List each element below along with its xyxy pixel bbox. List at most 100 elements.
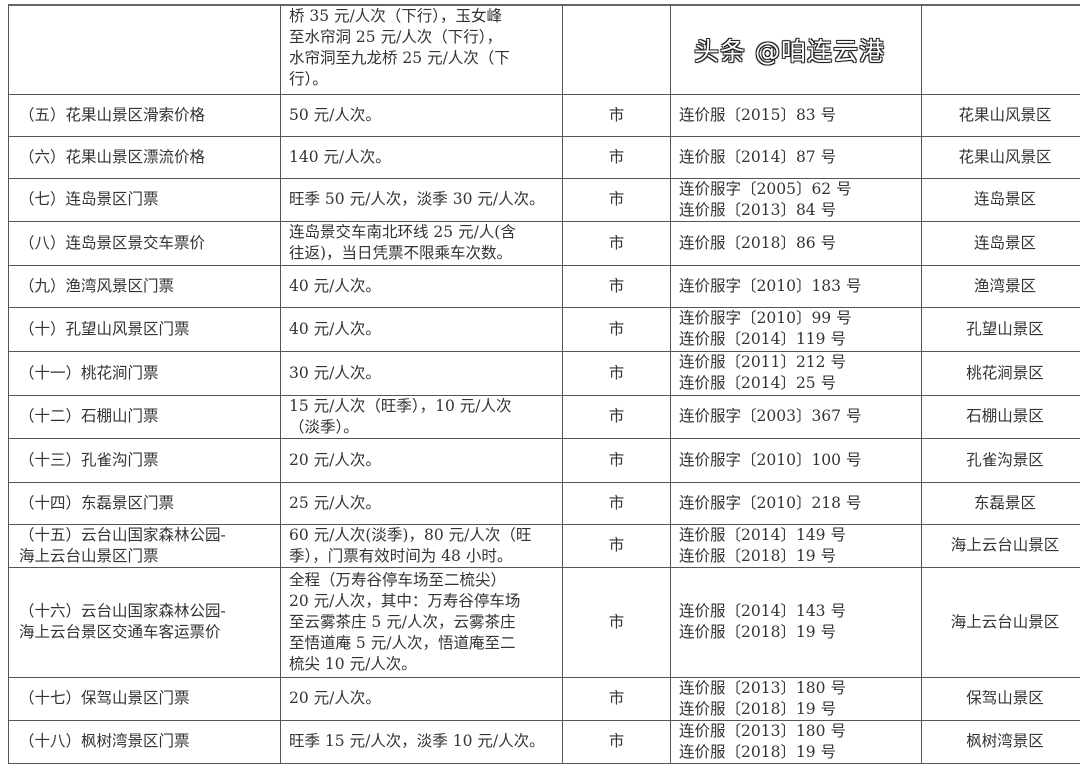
table-row: 桥 35 元/人次（下行），玉女峰 至水帘洞 25 元/人次（下行）， 水帘洞至九龙… [8,4,1080,95]
document-cell-line: 连价服〔2013〕180 号 [679,678,846,697]
price-cell-line: 15 元/人次（旺季），10 元/人次 [289,396,512,415]
document-cell: 连价服〔2018〕86 号 [670,220,922,266]
price-cell: 连岛景交车南北环线 25 元/人(含 往返)，当日凭票不限乘车次数。 [280,220,563,266]
item-cell: （十二）石棚山门票 [8,394,281,439]
item-cell: （十四）东磊景区门票 [8,481,281,525]
price-cell-line: 20 元/人次，其中：万寿谷停车场 [289,591,521,610]
price-cell-line: 至水帘洞 25 元/人次（下行）， [289,28,503,46]
price-cell-line: 旺季 15 元/人次，淡季 10 元/人次。 [289,732,545,750]
price-cell-line: 往返)，当日凭票不限乘车次数。 [289,244,513,262]
price-cell-line: 至悟道庵 5 元/人次，悟道庵至二 [289,633,516,652]
level-cell: 市 [562,350,671,396]
document-cell-line: 连价服字〔2003〕367 号 [679,407,862,425]
scenic-area-cell: 石棚山景区 [921,394,1080,439]
item-cell: （五）花果山景区滑索价格 [8,93,281,137]
item-cell: （十六）云台山国家森林公园- 海上云台景区交通车客运票价 [8,566,281,678]
price-cell-line: 连岛景交车南北环线 25 元/人(含 [289,223,516,241]
table-row: （八）连岛景区景交车票价 连岛景交车南北环线 25 元/人(含 往返)，当日凭票不限… [8,220,1080,266]
price-cell-line: 25 元/人次。 [289,493,381,512]
document-cell-line: 连价服〔2018〕86 号 [679,233,837,252]
document-cell: 连价服字〔2005〕62 号连价服〔2013〕84 号 [670,177,922,222]
document-cell: 连价服〔2011〕212 号连价服〔2014〕25 号 [670,350,922,396]
price-cell-line: 50 元/人次。 [289,105,381,124]
document-cell-line: 连价服〔2015〕83 号 [679,105,837,124]
item-cell: （十一）桃花涧门票 [8,350,281,396]
price-cell-line: 40 元/人次。 [289,276,381,295]
scenic-area-cell: 海上云台山景区 [921,566,1080,678]
document-cell-line: 连价服〔2014〕149 号 [679,525,846,544]
document-cell-line: 连价服〔2018〕19 号 [679,546,837,565]
document-cell-line: 连价服〔2013〕180 号 [679,721,846,740]
table-row: （十四）东磊景区门票 25 元/人次。 市连价服字〔2010〕218 号 东磊景区 [8,481,1080,525]
price-cell-line: 行）。 [289,70,328,88]
price-cell: 20 元/人次。 [280,437,563,483]
document-cell: 连价服〔2015〕83 号 [670,93,922,137]
price-cell-line: 水帘洞至九龙桥 25 元/人次（下 [289,49,510,67]
item-cell: （十三）孔雀沟门票 [8,437,281,483]
table-row: （十八）枫树湾景区门票 旺季 15 元/人次，淡季 10 元/人次。市连价服〔20… [8,719,1080,764]
table-row: （十五）云台山国家森林公园- 海上云台山景区门票 60 元/人次(淡季)，80 元/… [8,523,1080,568]
table-row: （十六）云台山国家森林公园- 海上云台景区交通车客运票价 全程（万寿谷停车场至二梳尖… [8,566,1080,678]
document-cell-line: 连价服〔2011〕212 号 [679,353,846,371]
table-row: （九）渔湾风景区门票 40 元/人次。 市连价服字〔2010〕183 号 渔湾景区 [8,264,1080,308]
item-cell: （十七）保驾山景区门票 [8,676,281,721]
document-cell: 连价服字〔2010〕99 号连价服〔2014〕119 号 [670,306,922,352]
level-cell: 市 [562,264,671,308]
item-cell: （十五）云台山国家森林公园- 海上云台山景区门票 [8,523,281,568]
document-cell-line: 连价服字〔2005〕62 号 [679,179,852,198]
price-cell-line: 140 元/人次。 [289,147,391,166]
item-cell-line: （十六）云台山国家森林公园- [19,602,226,620]
price-cell-line: 至云雾茶庄 5 元/人次，云雾茶庄 [289,612,516,631]
price-cell: 30 元/人次。 [280,350,563,396]
scenic-area-cell: 孔望山景区 [921,306,1080,352]
document-cell: 连价服〔2014〕149 号连价服〔2018〕19 号 [670,523,922,568]
document-cell-line: 连价服〔2018〕19 号 [679,623,837,641]
document-cell-line: 连价服〔2014〕87 号 [679,147,837,166]
level-cell: 市 [562,394,671,439]
item-cell: （十）孔望山风景区门票 [8,306,281,352]
table-row: （十三）孔雀沟门票 20 元/人次。 市连价服字〔2010〕100 号 孔雀沟景区 [8,437,1080,483]
scenic-area-cell: 连岛景区 [921,177,1080,222]
price-cell: 60 元/人次(淡季)，80 元/人次（旺 季），门票有效时间为 48 小时。 [280,523,563,568]
price-cell: 40 元/人次。 [280,306,563,352]
scenic-area-cell: 桃花涧景区 [921,350,1080,396]
item-cell-line: 海上云台山景区门票 [19,546,159,565]
level-cell: 市 [562,566,671,678]
price-cell: 桥 35 元/人次（下行），玉女峰 至水帘洞 25 元/人次（下行）， 水帘洞至九龙… [280,4,563,95]
document-cell-line: 连价服〔2018〕19 号 [679,742,837,761]
price-cell: 15 元/人次（旺季），10 元/人次 （淡季）。 [280,394,563,439]
item-cell: （六）花果山景区漂流价格 [8,135,281,179]
price-cell-line: 旺季 50 元/人次，淡季 30 元/人次。 [289,190,545,208]
level-cell: 市 [562,220,671,266]
document-cell: 连价服字〔2010〕218 号 [670,481,922,525]
scenic-area-cell: 海上云台山景区 [921,523,1080,568]
level-cell: 市 [562,481,671,525]
scenic-area-cell: 东磊景区 [921,481,1080,525]
document-cell-line: 连价服字〔2010〕218 号 [679,493,862,512]
price-cell: 40 元/人次。 [280,264,563,308]
scenic-area-cell: 枫树湾景区 [921,719,1080,764]
document-cell-line: 连价服〔2018〕19 号 [679,699,837,718]
item-cell: （八）连岛景区景交车票价 [8,220,281,266]
table-row: （十二）石棚山门票 15 元/人次（旺季），10 元/人次 （淡季）。 市连价服字〔2… [8,394,1080,439]
price-cell: 旺季 15 元/人次，淡季 10 元/人次。 [280,719,563,764]
table-row: （十一）桃花涧门票 30 元/人次。 市连价服〔2011〕212 号连价服〔2014… [8,350,1080,396]
level-cell: 市 [562,523,671,568]
scenic-area-cell [921,4,1080,95]
price-cell-line: 桥 35 元/人次（下行），玉女峰 [289,7,503,25]
price-table: 桥 35 元/人次（下行），玉女峰 至水帘洞 25 元/人次（下行）， 水帘洞至九龙… [8,4,1080,764]
document-cell: 连价服〔2013〕180 号连价服〔2018〕19 号 [670,719,922,764]
table-row: （五）花果山景区滑索价格 50 元/人次。 市连价服〔2015〕83 号 花果山风景区 [8,93,1080,137]
table-row: （七）连岛景区门票 旺季 50 元/人次，淡季 30 元/人次。市连价服字〔200… [8,177,1080,222]
scenic-area-cell: 连岛景区 [921,220,1080,266]
item-cell-line: 海上云台景区交通车客运票价 [19,623,221,641]
item-cell: （九）渔湾风景区门票 [8,264,281,308]
document-cell-line: 连价服字〔2010〕100 号 [679,450,862,469]
price-cell-line: （淡季）。 [289,417,359,436]
price-cell-line: 40 元/人次。 [289,319,381,338]
watermark: 头条 @咱连云港 [694,37,885,66]
item-cell-line: （十五）云台山国家森林公园- [19,525,226,544]
document-cell-line: 连价服〔2013〕84 号 [679,200,837,219]
price-cell-line: 季），门票有效时间为 48 小时。 [289,546,513,565]
price-cell: 20 元/人次。 [280,676,563,721]
